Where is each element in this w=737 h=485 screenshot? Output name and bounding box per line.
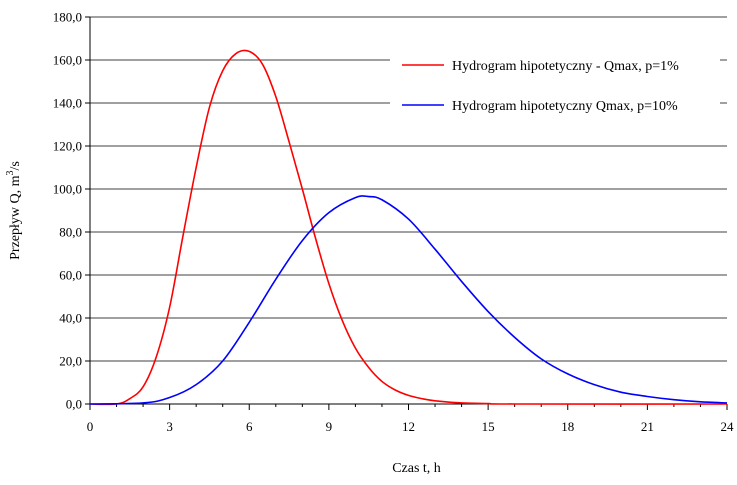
y-tick-label-0: 0,0 xyxy=(66,397,82,412)
series-lines xyxy=(89,49,728,406)
legend: Hydrogram hipotetyczny - Qmax, p=1% Hydro… xyxy=(402,59,679,114)
y-tick-label-180: 180,0 xyxy=(53,10,82,25)
x-tick-label-24: 24 xyxy=(721,419,735,434)
series-line-2 xyxy=(89,195,728,405)
series-line-1 xyxy=(89,49,728,406)
y-tick-label-120: 120,0 xyxy=(53,139,82,154)
y-tick-label-100: 100,0 xyxy=(53,182,82,197)
y-axis-title-unit: /s xyxy=(8,161,23,170)
y-tick-label-160: 160,0 xyxy=(53,53,82,68)
legend-label-1: Hydrogram hipotetyczny - Qmax, p=1% xyxy=(452,59,679,74)
y-axis-title-main: Przepływ Q, m xyxy=(8,175,23,259)
legend-box xyxy=(390,44,720,126)
y-tick-label-80: 80,0 xyxy=(59,225,82,240)
grid-lines xyxy=(90,16,727,362)
y-tick-label-20: 20,0 xyxy=(59,354,82,369)
y-tick-label-40: 40,0 xyxy=(59,311,82,326)
x-axis: 0 3 6 9 12 15 18 21 24 xyxy=(87,403,735,434)
x-axis-title: Czas t, h xyxy=(392,461,441,476)
x-tick-label-21: 21 xyxy=(641,419,654,434)
y-axis-title-superscript: 3 xyxy=(5,170,16,175)
x-tick-label-6: 6 xyxy=(246,419,253,434)
y-tick-label-60: 60,0 xyxy=(59,268,82,283)
x-tick-label-3: 3 xyxy=(166,419,173,434)
y-axis: 0,0 20,0 40,0 60,0 80,0 100,0 120,0 140,0 160,0 1… xyxy=(53,10,91,412)
x-tick-label-9: 9 xyxy=(326,419,333,434)
legend-label-2: Hydrogram hipotetyczny Qmax, p=10% xyxy=(452,99,678,114)
x-tick-label-15: 15 xyxy=(482,419,495,434)
x-tick-label-18: 18 xyxy=(561,419,574,434)
y-tick-label-140: 140,0 xyxy=(53,96,82,111)
x-tick-label-12: 12 xyxy=(402,419,415,434)
y-axis-title: Przepływ Q, m3/s xyxy=(5,161,23,260)
x-tick-label-0: 0 xyxy=(87,419,94,434)
